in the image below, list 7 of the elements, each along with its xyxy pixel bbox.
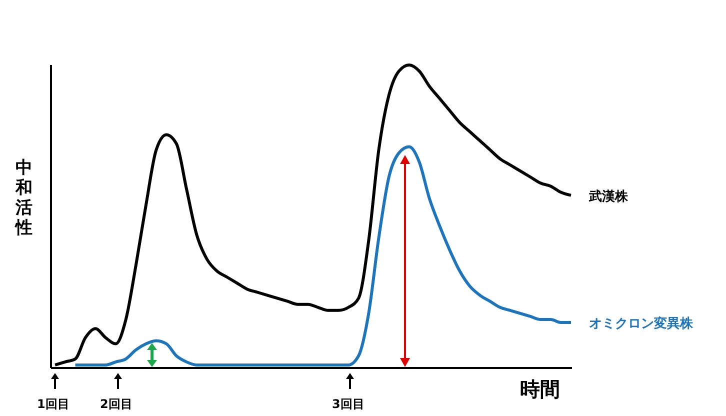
text: 3回目 — [332, 396, 364, 413]
series-label: 武漢株 — [588, 189, 629, 204]
x-axis-title: 時間 — [520, 376, 560, 403]
y-axis-title: 中和活性 — [14, 158, 34, 238]
series-label: オミクロン変異株 — [588, 316, 694, 332]
text: 1回目 — [37, 396, 70, 413]
text: 2回目 — [100, 396, 132, 413]
